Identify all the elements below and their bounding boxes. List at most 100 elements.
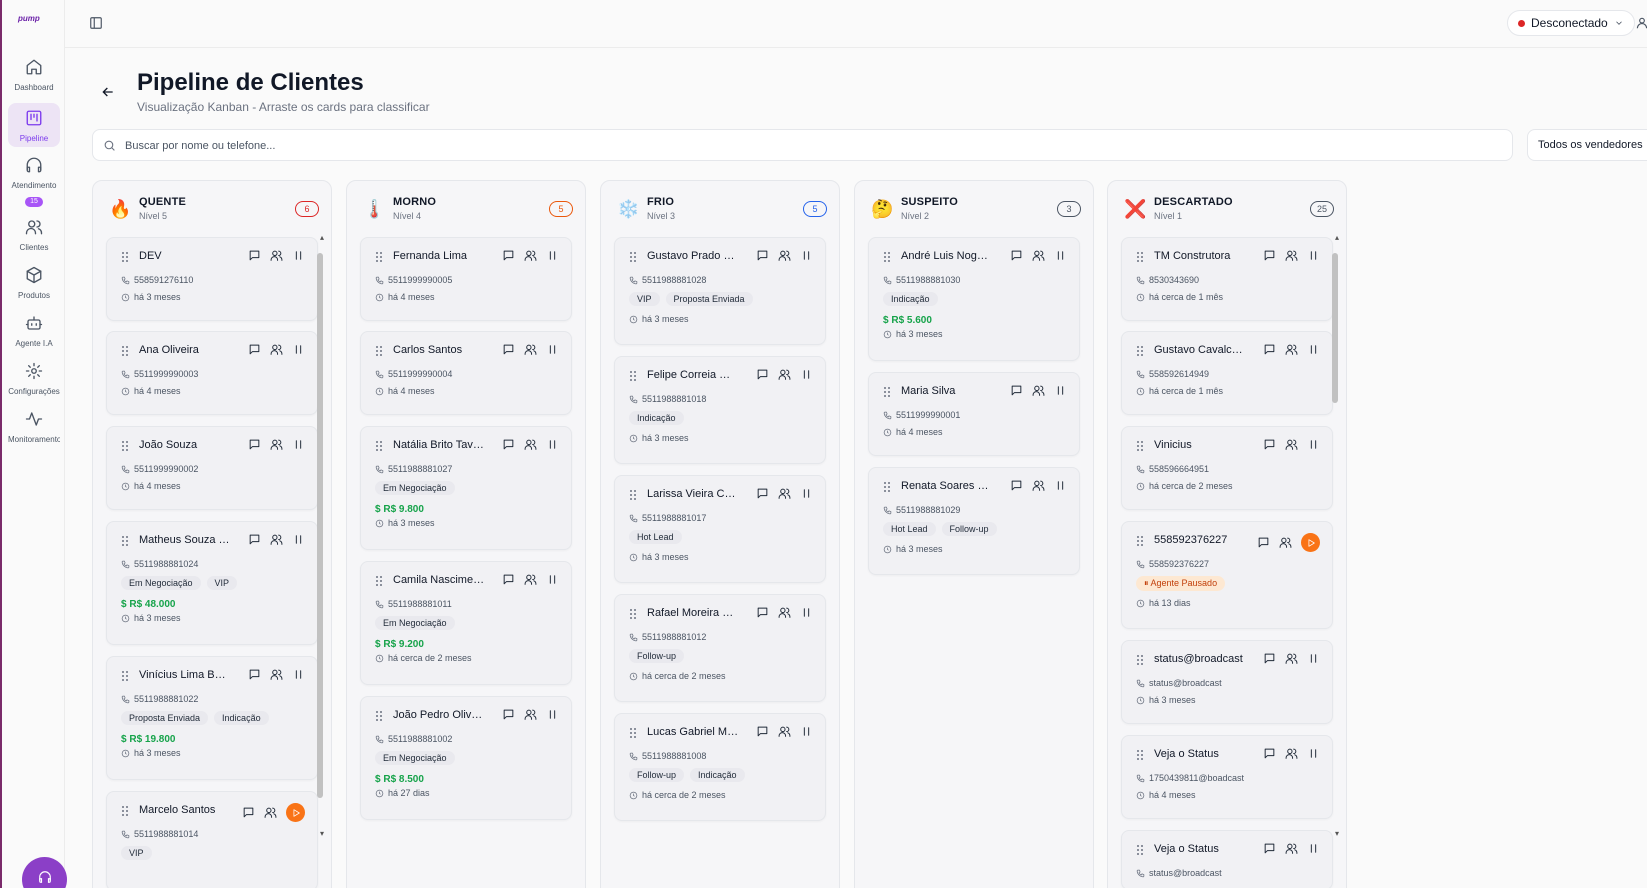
pause-agent-icon[interactable] (546, 249, 559, 262)
kanban-column-suspeito[interactable]: 🤔 SUSPEITO Nível 2 3 André Luis Nogueira 5511… (854, 180, 1094, 888)
pause-agent-icon[interactable] (1307, 249, 1320, 262)
client-card[interactable]: Natália Brito Tavares 5511988881027 Em Neg… (360, 426, 572, 550)
client-name[interactable]: Gustavo Cavalcante (1154, 344, 1246, 356)
sidebar-item-agente-ia[interactable]: Agente I.A (8, 314, 60, 350)
client-name[interactable]: 558592376227 (1154, 534, 1228, 546)
chat-icon[interactable] (756, 725, 769, 738)
connection-status-dropdown[interactable]: Desconectado (1507, 10, 1635, 36)
drag-handle-icon[interactable] (121, 345, 129, 357)
chat-icon[interactable] (756, 368, 769, 381)
client-card[interactable]: Maria Silva 5511999990001 há 4 meses (868, 372, 1080, 456)
assign-seller-icon[interactable] (270, 668, 283, 681)
chat-icon[interactable] (1010, 249, 1023, 262)
client-card[interactable]: Larissa Vieira Cunha 5511988881017 Hot Lea… (614, 475, 826, 583)
client-name[interactable]: Ana Oliveira (139, 344, 199, 356)
assign-seller-icon[interactable] (1032, 479, 1045, 492)
chat-icon[interactable] (756, 487, 769, 500)
drag-handle-icon[interactable] (883, 386, 891, 398)
chat-icon[interactable] (1257, 536, 1270, 549)
assign-seller-icon[interactable] (1285, 747, 1298, 760)
client-name[interactable]: Felipe Correia Moura (647, 369, 739, 381)
pause-agent-icon[interactable] (292, 249, 305, 262)
assign-seller-icon[interactable] (1032, 249, 1045, 262)
chat-icon[interactable] (1263, 747, 1276, 760)
chat-icon[interactable] (1010, 384, 1023, 397)
client-card[interactable]: Felipe Correia Moura 5511988881018 Indicaç… (614, 356, 826, 464)
drag-handle-icon[interactable] (1136, 251, 1144, 263)
assign-seller-icon[interactable] (270, 533, 283, 546)
client-card[interactable]: Veja o Status status@broadcast (1121, 830, 1333, 888)
client-card[interactable]: Veja o Status 1750439811@boadcast há 4 mes… (1121, 735, 1333, 819)
drag-handle-icon[interactable] (629, 251, 637, 263)
assign-seller-icon[interactable] (778, 606, 791, 619)
client-card[interactable]: Gustavo Cavalcante 558592614949 há cerca d… (1121, 331, 1333, 415)
drag-handle-icon[interactable] (375, 440, 383, 452)
client-card[interactable]: Renata Soares Martins 5511988881029 Hot Le… (868, 467, 1080, 575)
pause-agent-icon[interactable] (546, 573, 559, 586)
sidebar-item-pipeline[interactable]: Pipeline (8, 103, 60, 147)
client-card[interactable]: Rafael Moreira Gomes 5511988881012 Follow-… (614, 594, 826, 702)
column-scrollbar[interactable] (1332, 243, 1338, 863)
client-card[interactable]: Lucas Gabriel Martins 5511988881008 Follow… (614, 713, 826, 821)
client-card[interactable]: status@broadcast status@broadcast há 3 mes… (1121, 640, 1333, 724)
assign-seller-icon[interactable] (524, 343, 537, 356)
chat-icon[interactable] (1263, 438, 1276, 451)
pause-agent-icon[interactable] (292, 438, 305, 451)
client-name[interactable]: Vinícius Lima Barbosa (139, 669, 231, 681)
client-name[interactable]: Larissa Vieira Cunha (647, 488, 739, 500)
chat-icon[interactable] (1010, 479, 1023, 492)
client-name[interactable]: Carlos Santos (393, 344, 463, 356)
assign-seller-icon[interactable] (270, 249, 283, 262)
pause-agent-icon[interactable] (800, 606, 813, 619)
chat-icon[interactable] (502, 343, 515, 356)
assign-seller-icon[interactable] (270, 343, 283, 356)
pause-agent-icon[interactable] (1054, 249, 1067, 262)
search-input[interactable] (125, 136, 1425, 156)
drag-handle-icon[interactable] (1136, 345, 1144, 357)
assign-seller-icon[interactable] (524, 438, 537, 451)
pause-agent-icon[interactable] (1054, 479, 1067, 492)
client-name[interactable]: André Luis Nogueira (901, 250, 993, 262)
drag-handle-icon[interactable] (121, 251, 129, 263)
drag-handle-icon[interactable] (629, 370, 637, 382)
client-name[interactable]: Marcelo Santos (139, 804, 216, 816)
pause-agent-icon[interactable] (1307, 652, 1320, 665)
drag-handle-icon[interactable] (121, 535, 129, 547)
chat-icon[interactable] (248, 249, 261, 262)
pause-agent-icon[interactable] (546, 438, 559, 451)
kanban-column-quente[interactable]: 🔥 QUENTE Nível 5 6 DEV 558591276110 há 3 meses… (92, 180, 332, 888)
kanban-column-descartado[interactable]: ❌ DESCARTADO Nível 1 25 TM Construtora 853034… (1107, 180, 1347, 888)
drag-handle-icon[interactable] (1136, 440, 1144, 452)
resume-agent-button[interactable] (286, 803, 305, 822)
drag-handle-icon[interactable] (883, 251, 891, 263)
assign-seller-icon[interactable] (270, 438, 283, 451)
chat-icon[interactable] (1263, 249, 1276, 262)
chat-icon[interactable] (248, 533, 261, 546)
scroll-down-arrow-icon[interactable]: ▾ (1334, 829, 1339, 838)
client-card[interactable]: Marcelo Santos 5511988881014 VIP (106, 791, 318, 888)
client-card[interactable]: João Pedro Oliveira 5511988881002 Em Negoc… (360, 696, 572, 820)
client-card[interactable]: DEV 558591276110 há 3 meses (106, 237, 318, 321)
pause-agent-icon[interactable] (1307, 842, 1320, 855)
client-name[interactable]: João Pedro Oliveira (393, 709, 485, 721)
chat-icon[interactable] (756, 249, 769, 262)
pause-agent-icon[interactable] (1054, 384, 1067, 397)
client-card[interactable]: Camila Nascimento 5511988881011 Em Negocia… (360, 561, 572, 685)
client-name[interactable]: DEV (139, 250, 162, 262)
scrollbar-thumb[interactable] (1332, 253, 1338, 403)
drag-handle-icon[interactable] (375, 251, 383, 263)
chat-icon[interactable] (756, 606, 769, 619)
client-name[interactable]: Gustavo Prado Silva (647, 250, 739, 262)
pause-agent-icon[interactable] (292, 668, 305, 681)
drag-handle-icon[interactable] (1136, 749, 1144, 761)
scroll-down-arrow-icon[interactable]: ▾ (319, 829, 324, 838)
assign-seller-icon[interactable] (1285, 842, 1298, 855)
assign-seller-icon[interactable] (778, 487, 791, 500)
assign-seller-icon[interactable] (1279, 536, 1292, 549)
drag-handle-icon[interactable] (883, 481, 891, 493)
sidebar-item-monitoramento[interactable]: Monitoramento (8, 410, 60, 446)
sidebar-item-produtos[interactable]: Produtos (8, 266, 60, 302)
assign-seller-icon[interactable] (1285, 343, 1298, 356)
client-card[interactable]: Carlos Santos 5511999990004 há 4 meses (360, 331, 572, 415)
resume-agent-button[interactable] (1301, 533, 1320, 552)
